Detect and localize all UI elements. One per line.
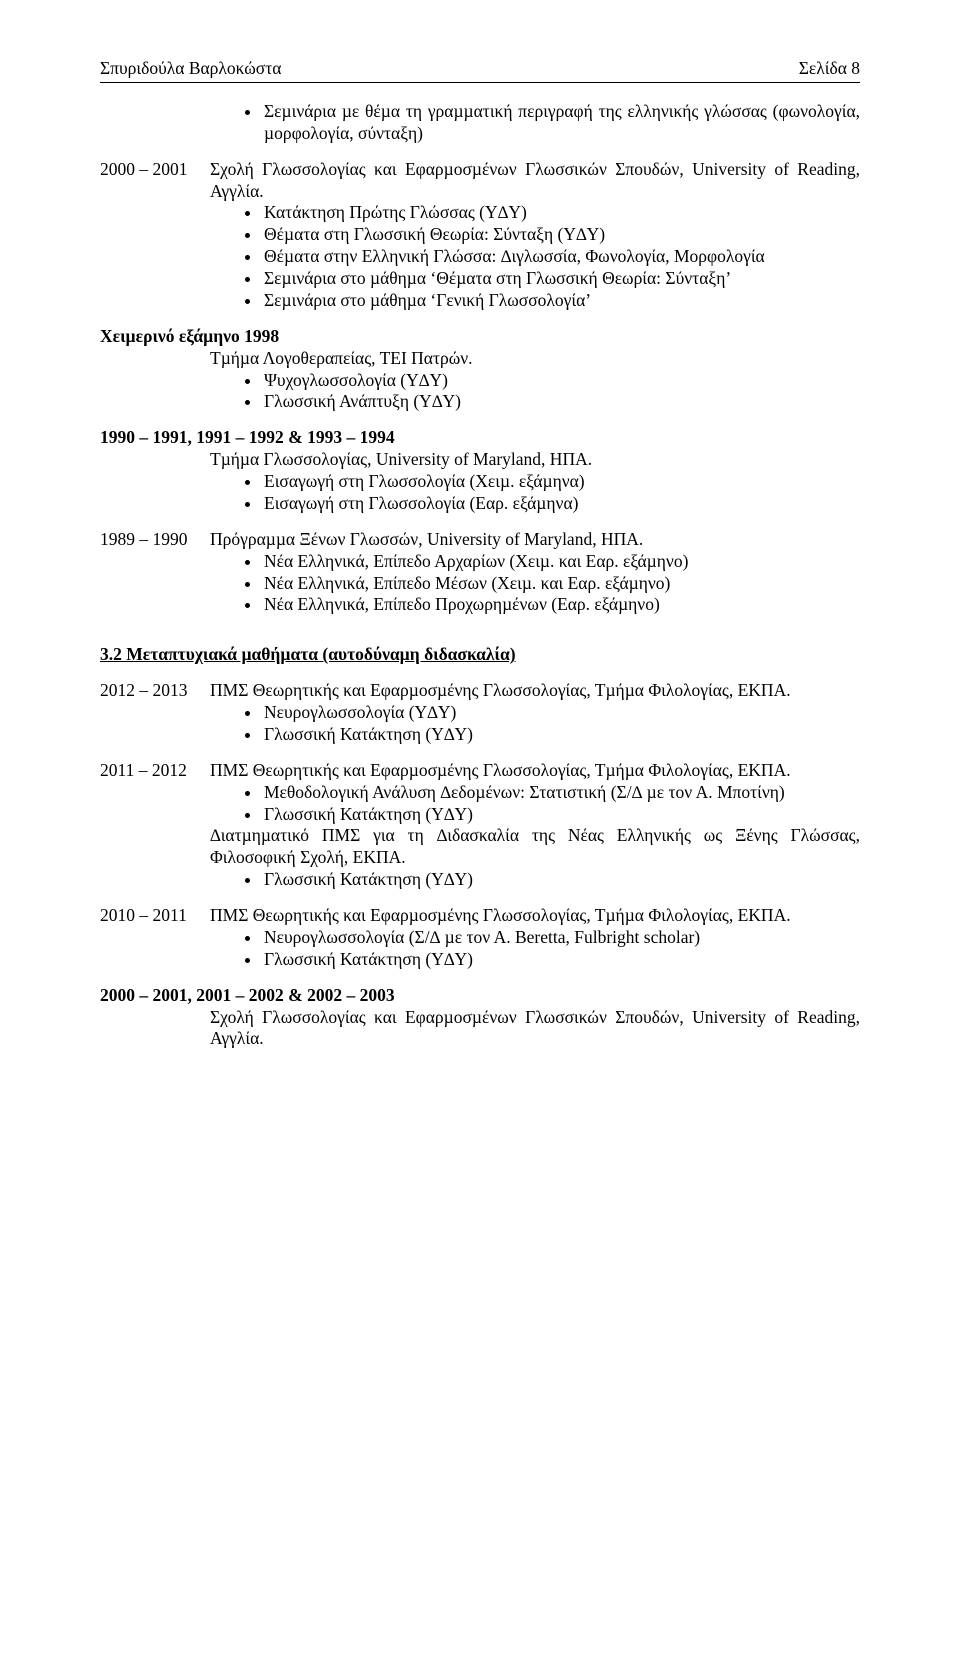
entry-1998: Χειµερινό εξάµηνο 1998 Τµήµα Λογοθεραπεί… [100, 326, 860, 414]
grad-2012: 2012 – 2013 ΠΜΣ Θεωρητικής και Εφαρµοσµέ… [100, 680, 860, 702]
entry-body: ΠΜΣ Θεωρητικής και Εφαρµοσµένης Γλωσσολο… [210, 680, 860, 702]
bullet: Θέµατα στην Ελληνική Γλώσσα: ∆ιγλωσσία, … [262, 246, 860, 268]
bullet: Νέα Ελληνικά, Επίπεδο Προχωρηµένων (Εαρ.… [262, 594, 860, 616]
entry-2000: 2000 – 2001 Σχολή Γλωσσολογίας και Εφαρµ… [100, 159, 860, 203]
bullet: Ψυχογλωσσολογία (Υ∆Υ) [262, 370, 860, 392]
bullet: Νέα Ελληνικά, Επίπεδο Μέσων (Χειµ. και Ε… [262, 573, 860, 595]
entry-body: ΠΜΣ Θεωρητικής και Εφαρµοσµένης Γλωσσολο… [210, 905, 860, 927]
grad-2011: 2011 – 2012 ΠΜΣ Θεωρητικής και Εφαρµοσµέ… [100, 760, 860, 782]
bullet: Γλωσσική Κατάκτηση (Υ∆Υ) [262, 724, 860, 746]
year: 1989 – 1990 [100, 529, 210, 551]
year: 2000 – 2001 [100, 159, 210, 181]
bullet: Σεµινάρια στο µάθηµα ‘Γενική Γλωσσολογία… [262, 290, 860, 312]
grad-2010: 2010 – 2011 ΠΜΣ Θεωρητικής και Εφαρµοσµέ… [100, 905, 860, 927]
bullet: Γλωσσική Ανάπτυξη (Υ∆Υ) [262, 391, 860, 413]
bullet: Νευρογλωσσολογία (Σ/∆ µε τον Α. Beretta,… [262, 927, 860, 949]
entry-1990-bullets: Εισαγωγή στη Γλωσσολογία (Χειµ. εξάµηνα)… [100, 471, 860, 515]
entry-title: 1990 – 1991, 1991 – 1992 & 1993 – 1994 [100, 427, 395, 447]
header-rule [100, 82, 860, 83]
bullet: Εισαγωγή στη Γλωσσολογία (Χειµ. εξάµηνα) [262, 471, 860, 493]
bullet: Θέµατα στη Γλωσσική Θεωρία: Σύνταξη (Υ∆Υ… [262, 224, 860, 246]
header-right: Σελίδα 8 [799, 58, 860, 80]
year: 2011 – 2012 [100, 760, 210, 782]
page-header: Σπυριδούλα Βαρλοκώστα Σελίδα 8 [100, 58, 860, 80]
top-bullets: Σεµινάρια µε θέµα τη γραµµατική περιγραφ… [100, 101, 860, 145]
entry-body: Σχολή Γλωσσολογίας και Εφαρµοσµένων Γλωσ… [210, 159, 860, 203]
entry-2000-bullets: Κατάκτηση Πρώτης Γλώσσας (Υ∆Υ) Θέµατα στ… [100, 202, 860, 311]
year: 2010 – 2011 [100, 905, 210, 927]
entry-title: 2000 – 2001, 2001 – 2002 & 2002 – 2003 [100, 985, 395, 1005]
entry-1990: 1990 – 1991, 1991 – 1992 & 1993 – 1994 Τ… [100, 427, 860, 515]
bullet: Νευρογλωσσολογία (Υ∆Υ) [262, 702, 860, 724]
bullet: Νέα Ελληνικά, Επίπεδο Αρχαρίων (Χειµ. κα… [262, 551, 860, 573]
grad-2011-mid: ∆ιατµηµατικό ΠΜΣ για τη ∆ιδασκαλία της Ν… [210, 825, 860, 869]
bullet: Μεθοδολογική Ανάλυση ∆εδοµένων: Στατιστι… [262, 782, 860, 804]
entry-title: Χειµερινό εξάµηνο 1998 [100, 326, 279, 346]
bullet: Γλωσσική Κατάκτηση (Υ∆Υ) [262, 869, 860, 891]
entry-body: Σχολή Γλωσσολογίας και Εφαρµοσµένων Γλωσ… [210, 1007, 860, 1051]
grad-2011-bullets-a: Μεθοδολογική Ανάλυση ∆εδοµένων: Στατιστι… [100, 782, 860, 826]
grad-2010-bullets: Νευρογλωσσολογία (Σ/∆ µε τον Α. Beretta,… [100, 927, 860, 971]
entry-1989: 1989 – 1990 Πρόγραµµα Ξένων Γλωσσών, Uni… [100, 529, 860, 551]
grad-2011-bullets-b: Γλωσσική Κατάκτηση (Υ∆Υ) [100, 869, 860, 891]
bullet: Σεµινάρια µε θέµα τη γραµµατική περιγραφ… [262, 101, 860, 145]
bullet: Σεµινάρια στο µάθηµα ‘Θέµατα στη Γλωσσικ… [262, 268, 860, 290]
section-3-2-title: 3.2 Μεταπτυχιακά µαθήµατα (αυτοδύναµη δι… [100, 644, 860, 666]
bullet: Γλωσσική Κατάκτηση (Υ∆Υ) [262, 804, 860, 826]
bullet: Γλωσσική Κατάκτηση (Υ∆Υ) [262, 949, 860, 971]
header-left: Σπυριδούλα Βαρλοκώστα [100, 58, 281, 80]
bullet: Εισαγωγή στη Γλωσσολογία (Εαρ. εξάµηνα) [262, 493, 860, 515]
grad-2012-bullets: Νευρογλωσσολογία (Υ∆Υ) Γλωσσική Κατάκτησ… [100, 702, 860, 746]
bullet: Κατάκτηση Πρώτης Γλώσσας (Υ∆Υ) [262, 202, 860, 224]
grad-2000: 2000 – 2001, 2001 – 2002 & 2002 – 2003 Σ… [100, 985, 860, 1051]
entry-1998-bullets: Ψυχογλωσσολογία (Υ∆Υ) Γλωσσική Ανάπτυξη … [100, 370, 860, 414]
entry-body: Πρόγραµµα Ξένων Γλωσσών, University of M… [210, 529, 860, 551]
entry-line: Τµήµα Λογοθεραπείας, ΤΕΙ Πατρών. [210, 348, 860, 370]
entry-1989-bullets: Νέα Ελληνικά, Επίπεδο Αρχαρίων (Χειµ. κα… [100, 551, 860, 617]
year: 2012 – 2013 [100, 680, 210, 702]
entry-body: ΠΜΣ Θεωρητικής και Εφαρµοσµένης Γλωσσολο… [210, 760, 860, 782]
cv-page: Σπυριδούλα Βαρλοκώστα Σελίδα 8 Σεµινάρια… [0, 0, 960, 1657]
entry-line: Τµήµα Γλωσσολογίας, University of Maryla… [210, 449, 860, 471]
